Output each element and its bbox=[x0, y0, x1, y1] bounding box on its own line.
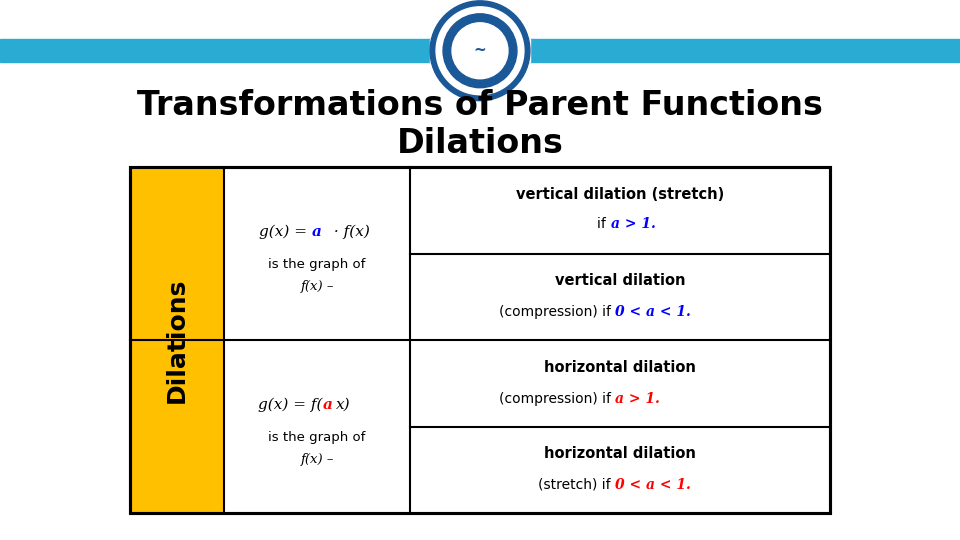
Bar bbox=[130, 167, 830, 513]
Text: f(x) –: f(x) – bbox=[300, 453, 334, 465]
Text: x): x) bbox=[336, 398, 351, 412]
Text: a: a bbox=[312, 225, 323, 239]
Text: vertical dilation: vertical dilation bbox=[555, 273, 685, 288]
Text: 0 < a < 1.: 0 < a < 1. bbox=[615, 305, 691, 319]
Text: ~: ~ bbox=[473, 43, 487, 58]
Bar bbox=[130, 167, 225, 513]
Text: g(x) =: g(x) = bbox=[259, 225, 312, 239]
Ellipse shape bbox=[430, 1, 530, 100]
Text: horizontal dilation: horizontal dilation bbox=[544, 446, 696, 461]
Text: a > 1.: a > 1. bbox=[615, 392, 660, 406]
Ellipse shape bbox=[436, 7, 524, 94]
Text: is the graph of: is the graph of bbox=[269, 431, 366, 444]
Bar bbox=[430, 39, 530, 62]
Text: f(x) –: f(x) – bbox=[300, 280, 334, 293]
Text: 0 < a < 1.: 0 < a < 1. bbox=[615, 478, 691, 492]
Bar bbox=[0, 39, 960, 62]
Text: a > 1.: a > 1. bbox=[611, 217, 656, 231]
Ellipse shape bbox=[444, 14, 516, 87]
Text: · f(x): · f(x) bbox=[328, 225, 370, 239]
Text: (compression) if: (compression) if bbox=[499, 305, 615, 319]
Text: Transformations of Parent Functions: Transformations of Parent Functions bbox=[137, 89, 823, 122]
Text: g(x) = f(: g(x) = f( bbox=[258, 398, 323, 412]
Bar bbox=[225, 167, 830, 513]
Text: horizontal dilation: horizontal dilation bbox=[544, 360, 696, 375]
Text: (stretch) if: (stretch) if bbox=[539, 478, 615, 492]
Text: a: a bbox=[323, 398, 333, 412]
Text: vertical dilation (stretch): vertical dilation (stretch) bbox=[516, 187, 724, 202]
Text: (compression) if: (compression) if bbox=[499, 392, 615, 406]
Text: is the graph of: is the graph of bbox=[269, 258, 366, 271]
Text: if: if bbox=[597, 217, 611, 231]
Text: Dilations: Dilations bbox=[165, 278, 189, 403]
Text: Dilations: Dilations bbox=[396, 126, 564, 160]
Ellipse shape bbox=[452, 23, 508, 79]
